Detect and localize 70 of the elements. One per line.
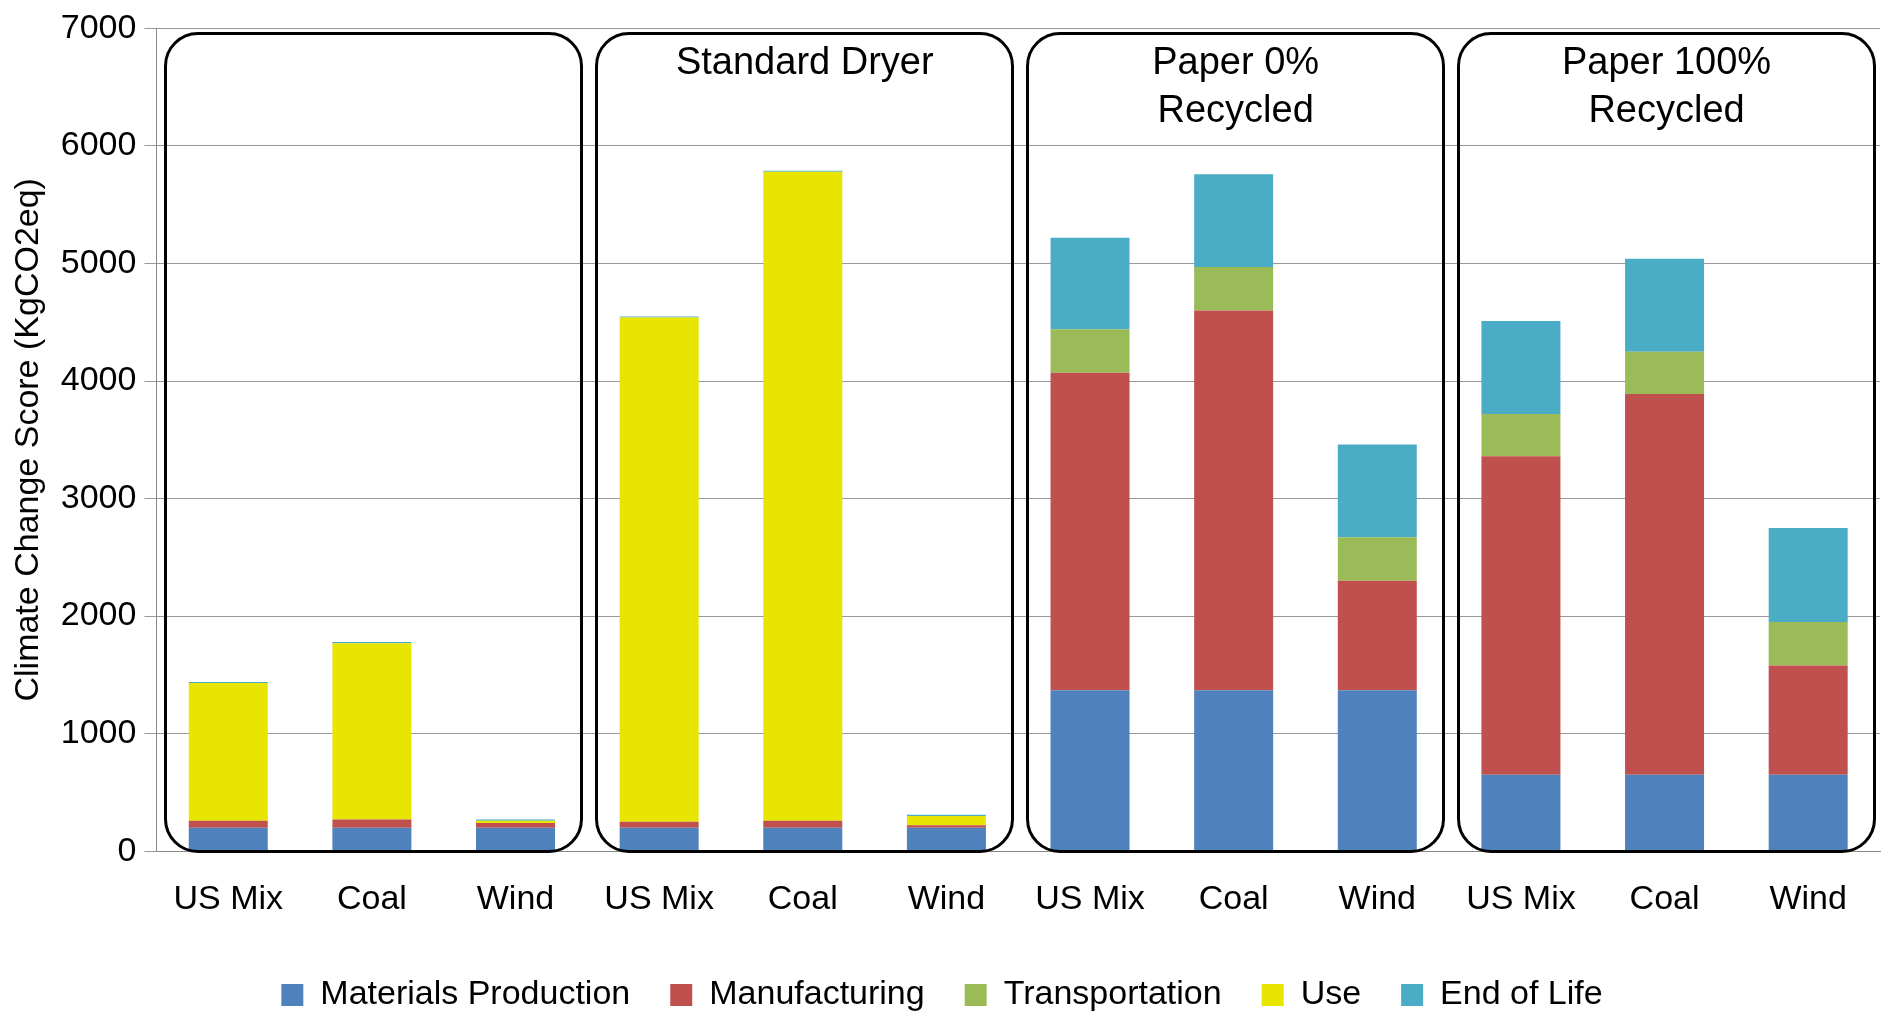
x-tick-label: Coal — [767, 877, 838, 916]
bar — [619, 317, 699, 822]
x-tick-label: Wind — [476, 877, 555, 916]
x-tick-label: US Mix — [604, 877, 714, 916]
bar — [1481, 774, 1561, 851]
legend-label: Manufacturing — [709, 973, 925, 1012]
x-tick-label: Wind — [1338, 877, 1417, 916]
x-tick-label: Coal — [336, 877, 407, 916]
legend-label: End of Life — [1440, 973, 1603, 1012]
annotation: Paper 100% Recycled — [1561, 39, 1772, 130]
bar — [1337, 444, 1417, 538]
bar — [1337, 580, 1417, 691]
legend-label: Materials Production — [320, 973, 631, 1012]
bar — [1768, 621, 1848, 666]
y-axis-title: Climate Change Score (KgCO2eq) — [6, 178, 45, 702]
bar — [1768, 665, 1848, 775]
bar — [1768, 774, 1848, 851]
bar — [476, 822, 556, 828]
bar — [906, 815, 986, 826]
y-tick-label: 5000 — [60, 241, 137, 280]
bar — [1625, 258, 1705, 352]
y-tick-label: 0 — [117, 829, 137, 868]
bar — [1481, 456, 1561, 775]
bar — [763, 820, 843, 828]
y-tick-label: 3000 — [60, 476, 137, 515]
x-tick-label: Wind — [907, 877, 986, 916]
x-tick-label: Coal — [1629, 877, 1700, 916]
bar — [906, 825, 986, 828]
bar — [1194, 310, 1274, 691]
bar — [1050, 237, 1130, 330]
bar — [332, 827, 412, 851]
annotation: Paper 0% Recycled — [1152, 39, 1320, 130]
x-tick-label: US Mix — [173, 877, 284, 916]
bar — [1050, 329, 1130, 373]
bar — [1625, 393, 1705, 775]
bar — [1050, 372, 1130, 691]
x-tick-label: Wind — [1769, 877, 1847, 916]
bar — [1337, 690, 1417, 851]
legend-label: Use — [1300, 973, 1362, 1012]
bar — [188, 683, 268, 821]
bar — [1625, 351, 1705, 394]
legend-label: Transportation — [1003, 973, 1222, 1012]
annotation: Standard Dryer — [675, 39, 934, 82]
y-tick-label: 4000 — [60, 359, 137, 398]
bar — [763, 171, 843, 821]
bar — [619, 821, 699, 828]
y-tick-label: 2000 — [60, 594, 137, 633]
bar — [763, 827, 843, 851]
bar — [1337, 537, 1417, 581]
bar — [1194, 690, 1274, 851]
bar — [1768, 527, 1848, 622]
bar — [1481, 321, 1561, 414]
x-tick-label: Coal — [1198, 877, 1269, 916]
bar — [619, 827, 699, 851]
bar — [1194, 174, 1274, 268]
y-tick-label: 6000 — [60, 124, 137, 163]
x-tick-label: US Mix — [1035, 877, 1145, 916]
bar — [332, 643, 412, 820]
bar — [1481, 413, 1561, 457]
bar — [332, 819, 412, 828]
bar — [1050, 690, 1130, 851]
bar — [188, 827, 268, 851]
bar — [188, 820, 268, 828]
bar — [906, 827, 986, 851]
bar — [1194, 267, 1274, 311]
x-tick-label: US Mix — [1466, 877, 1576, 916]
y-tick-label: 7000 — [60, 6, 137, 45]
y-tick-label: 1000 — [60, 712, 137, 751]
bar — [1625, 774, 1705, 851]
bar — [476, 827, 556, 851]
